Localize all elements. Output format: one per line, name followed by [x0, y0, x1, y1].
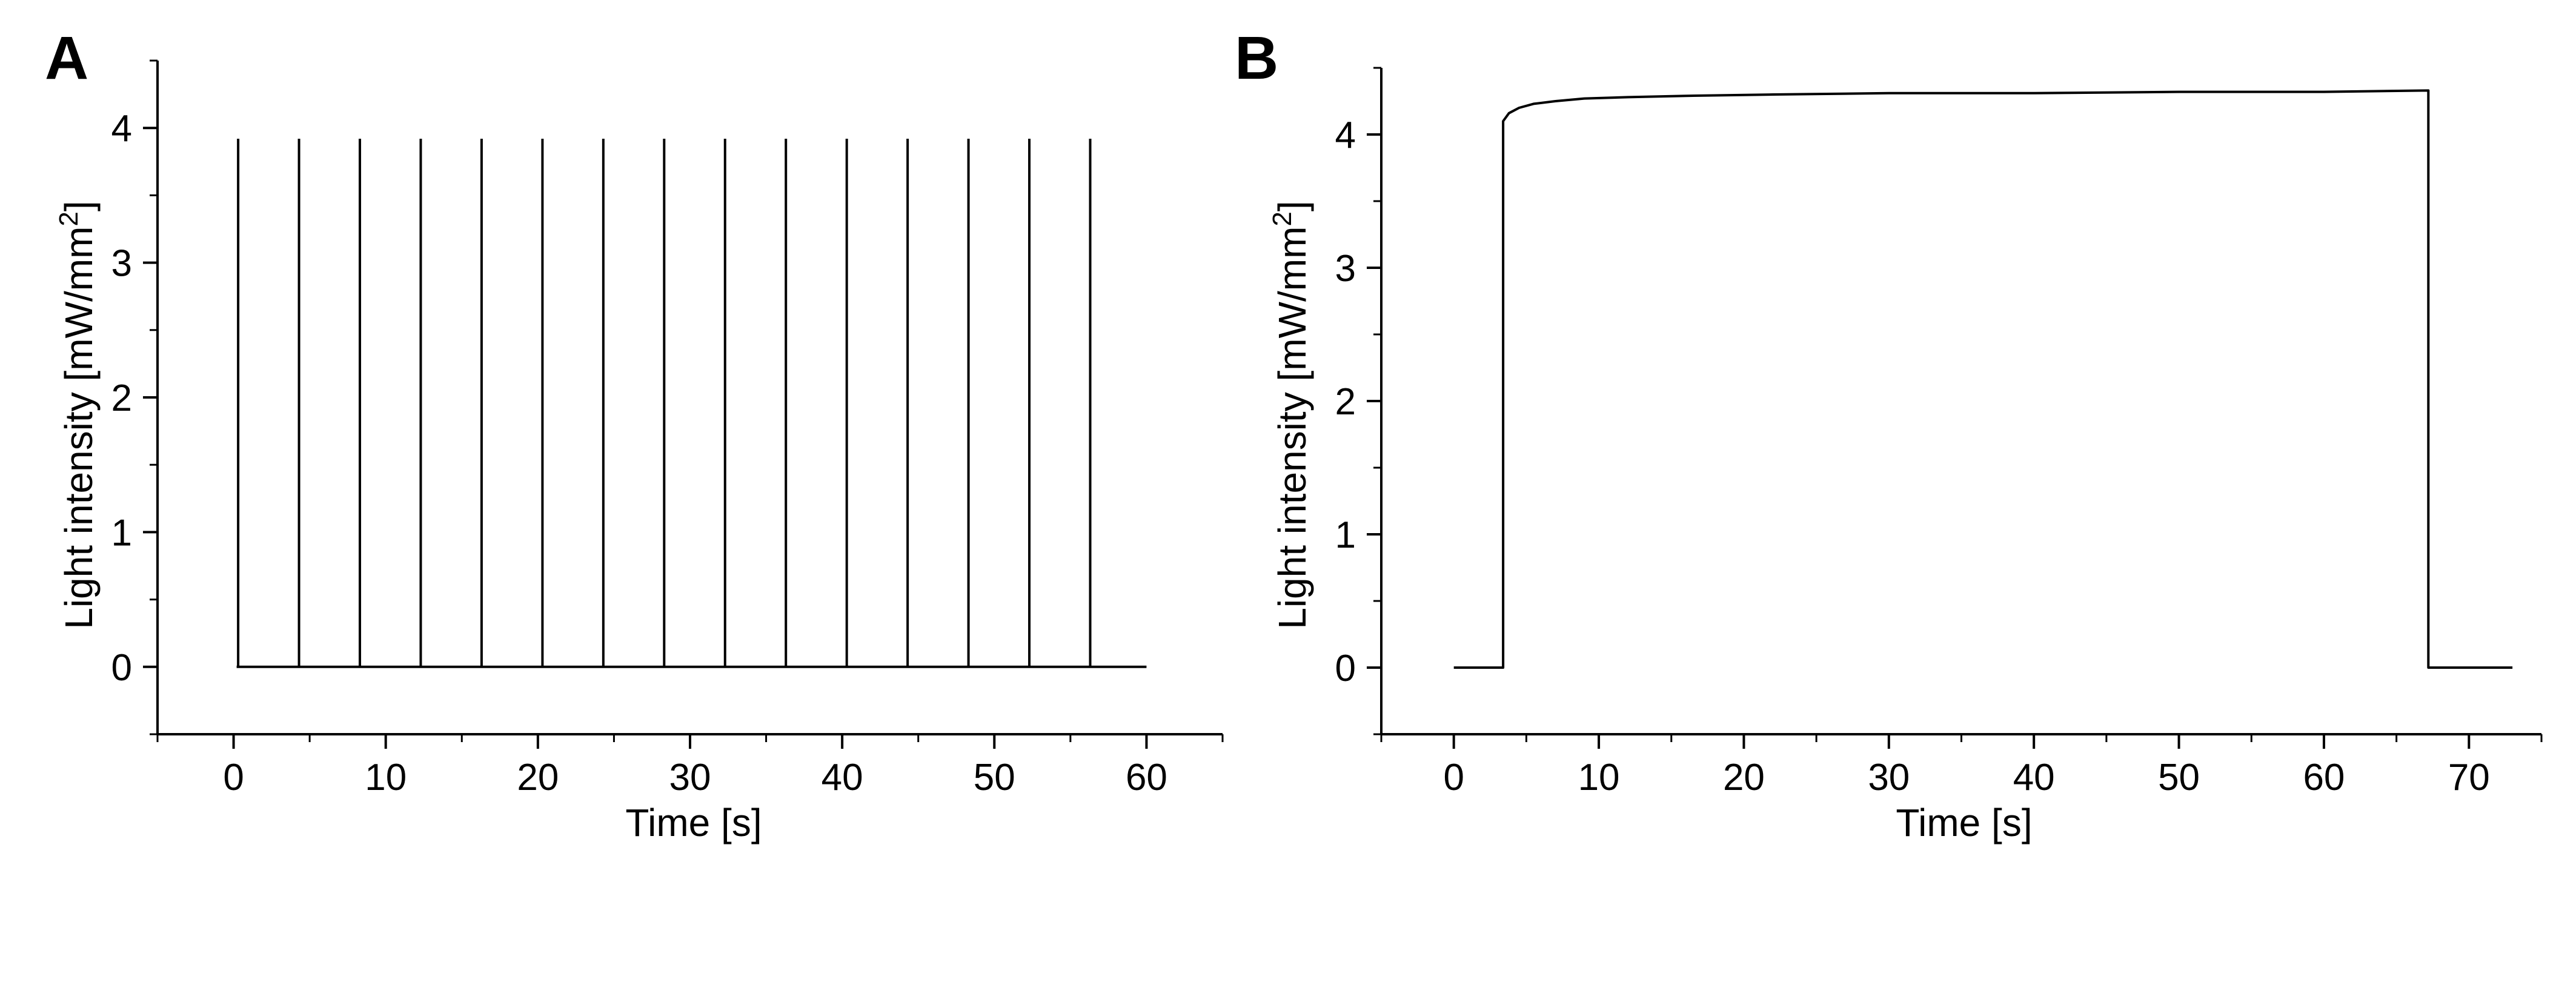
y-axis-title-b-close: ]	[1270, 201, 1314, 211]
x-tick-label-b: 50	[2158, 757, 2200, 798]
x-tick-label-b: 0	[1443, 757, 1464, 798]
y-tick-label-b: 3	[1335, 248, 1356, 290]
series-b	[1453, 89, 2513, 669]
y-tick-label-a: 2	[111, 377, 132, 419]
chart-panel-a: A 0 10 20 30 40 50 60 0 1 2 3 4 Time [s] Light inte…	[45, 24, 1224, 844]
y-axis-title-b-text: Light intensity [mW/mm	[1270, 227, 1314, 629]
x-tick-label-a: 40	[822, 757, 863, 798]
y-tick-label-a: 3	[111, 243, 132, 285]
y-tick-label-a: 0	[111, 647, 132, 689]
y-axis-title-a: Light intensity [mW/mm2]	[54, 201, 101, 629]
x-tick-label-b: 40	[2013, 757, 2055, 798]
y-axis-title-a-text: Light intensity [mW/mm	[57, 227, 101, 629]
x-tick-label-a: 60	[1126, 757, 1167, 798]
x-axis-title-b: Time [s]	[1896, 801, 2032, 844]
x-tick-label-a: 10	[365, 757, 407, 798]
chart-panel-b: B 0 10 20 30 40 50 60 70 0 1 2 3 4 Time [s] Light in…	[1235, 24, 2543, 844]
series-line-b	[1453, 89, 2513, 669]
y-tick-label-b: 4	[1335, 114, 1356, 156]
x-tick-label-b: 60	[2303, 757, 2345, 798]
x-tick-label-b: 70	[2448, 757, 2490, 798]
panel-letter-b: B	[1235, 24, 1278, 92]
x-axis-title-a: Time [s]	[625, 801, 762, 844]
y-tick-label-b: 0	[1335, 648, 1356, 689]
y-tick-label-a: 4	[111, 108, 132, 150]
series-a	[236, 138, 1147, 668]
y-tick-label-a: 1	[111, 512, 132, 554]
y-tick-label-b: 2	[1335, 381, 1356, 423]
ticks-a: 0 10 20 30 40 50 60 0 1 2 3 4	[111, 59, 1224, 798]
x-tick-label-a: 0	[223, 757, 244, 798]
ticks-b: 0 10 20 30 40 50 60 70 0 1 2 3 4	[1335, 67, 2543, 798]
x-tick-label-a: 20	[517, 757, 559, 798]
panel-letter-a: A	[45, 24, 88, 92]
y-axis-title-a-close: ]	[57, 201, 101, 211]
y-axis-title-b: Light intensity [mW/mm2]	[1267, 201, 1314, 629]
x-tick-label-a: 50	[974, 757, 1015, 798]
y-tick-label-b: 1	[1335, 514, 1356, 556]
x-tick-label-a: 30	[669, 757, 711, 798]
x-tick-label-b: 10	[1578, 757, 1620, 798]
x-tick-label-b: 30	[1868, 757, 1910, 798]
y-axis-title-a-superscript: 2	[54, 211, 84, 226]
x-tick-label-b: 20	[1723, 757, 1765, 798]
y-axis-title-b-superscript: 2	[1267, 211, 1297, 226]
